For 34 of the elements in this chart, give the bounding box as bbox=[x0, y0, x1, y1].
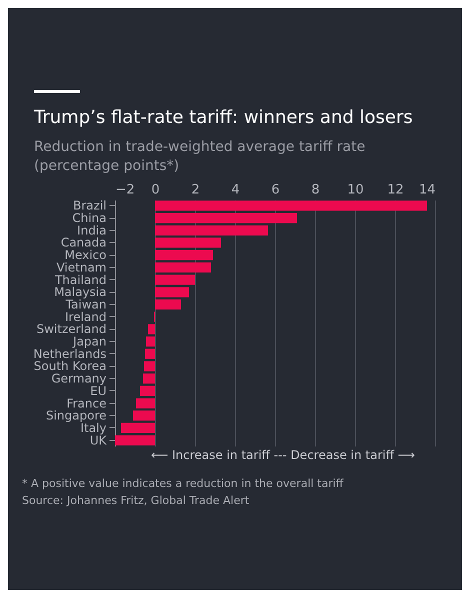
x-axis-title: ⟵ Increase in tariff --- Decrease in tariff ⟶ bbox=[150, 448, 416, 462]
y-tick-label: Brazil bbox=[73, 198, 106, 213]
y-tick-label: Canada bbox=[60, 236, 106, 250]
x-tick-label: 2 bbox=[191, 182, 200, 198]
y-tick-label: Netherlands bbox=[33, 346, 106, 361]
x-tick-label: 14 bbox=[418, 182, 436, 198]
y-tick-label: Switzerland bbox=[36, 322, 106, 336]
x-tick-label: 12 bbox=[387, 182, 404, 198]
y-tick-label: Thailand bbox=[54, 272, 106, 287]
x-tick-label: 10 bbox=[347, 182, 364, 198]
chart-subtitle: Reduction in trade-weighted average tariff rate (percentage points*) bbox=[34, 138, 366, 176]
x-tick-label: 8 bbox=[311, 182, 320, 198]
y-tick-label: Mexico bbox=[64, 248, 106, 262]
y-tick-label: Germany bbox=[51, 372, 106, 386]
y-tick-label: Taiwan bbox=[64, 297, 106, 312]
y-tick-label: Ireland bbox=[64, 310, 106, 324]
text: * A positive value indicates a reduction in the overall tariff bbox=[22, 476, 344, 492]
y-tick-label: Singapore bbox=[46, 408, 106, 423]
y-tick-label: India bbox=[77, 223, 106, 238]
y-tick-label: Vietnam bbox=[56, 260, 106, 274]
x-tick-label: 6 bbox=[271, 182, 280, 198]
y-tick-label: Japan bbox=[72, 334, 106, 349]
source-note: Source: Johannes Fritz, Global Trade Alert bbox=[22, 493, 250, 509]
y-tick-label: France bbox=[66, 396, 106, 410]
y-tick-label: UK bbox=[90, 433, 108, 448]
y-tick-label: Malaysia bbox=[54, 285, 106, 300]
x-tick-label: 4 bbox=[231, 182, 240, 198]
chart-title: Trump’s flat-rate tariff: winners and losers bbox=[34, 107, 414, 128]
x-tick-label: 0 bbox=[151, 182, 160, 198]
y-tick-label: South Korea bbox=[34, 359, 106, 374]
y-tick-label: Italy bbox=[80, 420, 106, 435]
y-tick-label: China bbox=[72, 211, 106, 226]
y-tick-label: EU bbox=[90, 384, 106, 398]
x-tick-label: −2 bbox=[116, 182, 135, 198]
